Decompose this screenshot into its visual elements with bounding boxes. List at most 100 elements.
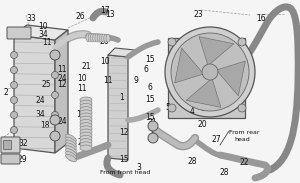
FancyBboxPatch shape [7,27,31,39]
Ellipse shape [66,140,76,147]
Text: 26: 26 [100,37,110,46]
Ellipse shape [66,143,76,150]
Ellipse shape [80,142,92,148]
Text: 6: 6 [143,65,148,74]
Circle shape [168,38,176,46]
Circle shape [11,81,17,89]
Text: 7: 7 [204,78,209,87]
Ellipse shape [97,34,101,42]
Ellipse shape [102,34,106,42]
Circle shape [11,66,17,74]
Text: 5: 5 [165,103,170,112]
Ellipse shape [80,97,92,103]
Ellipse shape [99,34,103,42]
FancyBboxPatch shape [1,154,20,164]
Text: 17: 17 [100,6,110,15]
Polygon shape [14,25,68,40]
Ellipse shape [80,145,92,151]
FancyBboxPatch shape [4,141,11,150]
Ellipse shape [80,100,92,106]
Text: 24: 24 [36,96,46,105]
Text: 27: 27 [212,135,222,144]
Text: 10: 10 [77,74,87,83]
Text: 12: 12 [57,80,67,89]
Ellipse shape [95,34,99,42]
Text: 14: 14 [200,104,210,113]
Text: 12: 12 [119,128,128,137]
Text: 33: 33 [26,14,36,23]
Circle shape [11,111,17,119]
Ellipse shape [80,139,92,145]
Text: 24: 24 [58,117,68,126]
Text: head: head [234,137,250,142]
Text: 22: 22 [240,158,250,167]
Text: From front head: From front head [100,170,150,175]
Ellipse shape [66,154,76,162]
Circle shape [171,33,249,111]
Circle shape [11,51,17,59]
Circle shape [50,115,60,125]
Ellipse shape [80,129,92,135]
Circle shape [11,126,17,134]
Text: 28: 28 [187,157,196,166]
Text: 3: 3 [136,163,141,172]
Ellipse shape [80,135,92,141]
Ellipse shape [80,123,92,129]
Ellipse shape [66,134,76,142]
Polygon shape [168,38,245,118]
Text: 34: 34 [38,30,48,39]
Text: 29: 29 [18,155,28,164]
Polygon shape [175,48,210,83]
Text: 13: 13 [2,137,12,146]
Text: 25: 25 [41,80,51,89]
Text: 11: 11 [77,84,86,93]
Text: 15: 15 [145,113,154,122]
Text: 10: 10 [100,57,110,66]
Ellipse shape [106,34,110,42]
Text: 28: 28 [220,168,230,177]
Text: 19: 19 [76,110,86,119]
Text: 30: 30 [148,130,158,139]
Polygon shape [199,37,234,72]
Circle shape [148,121,158,131]
Text: 8: 8 [193,78,198,87]
Circle shape [238,104,246,112]
Text: 16: 16 [256,14,266,23]
Circle shape [148,133,158,143]
Ellipse shape [88,34,92,42]
Ellipse shape [66,146,76,153]
Circle shape [52,111,58,119]
Circle shape [238,38,246,46]
Polygon shape [55,30,68,153]
Circle shape [50,50,60,60]
Text: 15: 15 [145,55,154,64]
Circle shape [202,64,218,80]
Ellipse shape [66,137,76,145]
Text: 18: 18 [40,121,50,130]
Text: 31: 31 [147,118,157,127]
Circle shape [52,72,58,79]
Ellipse shape [80,110,92,116]
Circle shape [11,96,17,104]
Text: 11: 11 [57,65,67,74]
Polygon shape [210,61,245,96]
Text: 6: 6 [148,83,153,92]
Text: 7: 7 [204,45,209,54]
Ellipse shape [104,34,108,42]
Text: 9: 9 [133,76,138,85]
Ellipse shape [80,113,92,119]
Ellipse shape [66,149,76,156]
FancyBboxPatch shape [1,137,20,153]
Text: 13: 13 [105,10,115,19]
Polygon shape [186,72,221,107]
Ellipse shape [93,34,97,42]
Text: 23: 23 [193,10,202,19]
Text: 11: 11 [103,76,112,85]
Circle shape [52,92,58,98]
Text: 4: 4 [190,107,195,116]
Ellipse shape [90,34,94,42]
Ellipse shape [80,103,92,109]
Polygon shape [108,55,128,160]
Text: 2: 2 [4,88,9,97]
Text: 24: 24 [77,138,87,147]
